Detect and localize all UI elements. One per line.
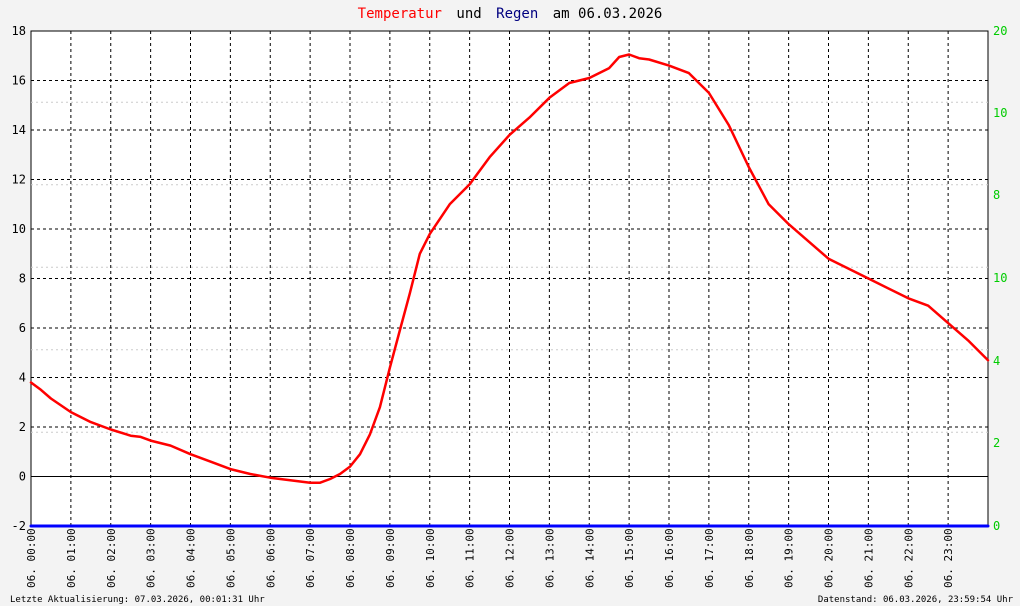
x-tick-label: 06. 21:00: [862, 528, 875, 588]
x-tick-label: 06. 20:00: [823, 528, 836, 588]
chart-title: Temperatur und Regen am 06.03.2026: [358, 6, 663, 22]
y-left-tick-label: 8: [19, 272, 26, 286]
x-tick-label: 06. 00:00: [25, 528, 38, 588]
y-left-tick-label: 10: [12, 222, 26, 236]
title-date: am 06.03.2026: [553, 6, 663, 22]
x-tick-label: 06. 04:00: [185, 528, 198, 588]
x-axis: 06. 00:00 06. 01:00 06. 02:00 06. 03:00 06. …: [25, 528, 955, 588]
y-left-tick-label: 6: [19, 321, 26, 335]
temperature-series-line: [29, 53, 990, 484]
x-tick-label: 06. 16:00: [663, 528, 676, 588]
title-regen: Regen: [496, 6, 538, 22]
y-right-tick-label: 10: [993, 271, 1007, 285]
footer-last-update: Letzte Aktualisierung: 07.03.2026, 00:01…: [10, 595, 265, 605]
y-axis-left: 18 16 14 12 10 8 6 4 2 0 -2: [12, 24, 26, 533]
x-tick-label: 06. 15:00: [623, 528, 636, 588]
x-tick-label: 06. 22:00: [902, 528, 915, 588]
x-tick-label: 06. 07:00: [304, 528, 317, 588]
x-tick-label: 06. 17:00: [703, 528, 716, 588]
x-tick-label: 06. 13:00: [543, 528, 556, 588]
y-left-tick-label: 2: [19, 420, 26, 434]
y-right-tick-label: 2: [993, 436, 1000, 450]
y-left-tick-label: 4: [19, 371, 26, 385]
title-temperature: Temperatur: [358, 6, 442, 22]
x-tick-label: 06. 11:00: [464, 528, 477, 588]
y-left-tick-label: 18: [12, 24, 26, 38]
y-right-tick-label: 8: [993, 188, 1000, 202]
title-und: und: [456, 6, 481, 22]
y-left-tick-label: 0: [19, 470, 26, 484]
y-left-tick-label: 16: [12, 74, 26, 88]
y-left-tick-label: -2: [12, 519, 26, 533]
x-tick-label: 06. 09:00: [384, 528, 397, 588]
x-tick-label: 06. 02:00: [105, 528, 118, 588]
x-tick-label: 06. 01:00: [65, 528, 78, 588]
grid: [31, 31, 988, 526]
x-tick-label: 06. 23:00: [942, 528, 955, 588]
series-layer: [29, 53, 990, 528]
y-right-tick-label: 10: [993, 106, 1007, 120]
x-tick-label: 06. 06:00: [264, 528, 277, 588]
y-left-tick-label: 12: [12, 173, 26, 187]
x-tick-label: 06. 12:00: [504, 528, 517, 588]
y-left-tick-label: 14: [12, 123, 26, 137]
x-tick-label: 06. 08:00: [344, 528, 357, 588]
x-tick-label: 06. 10:00: [424, 528, 437, 588]
y-right-tick-label: 0: [993, 519, 1000, 533]
x-tick-label: 06. 14:00: [583, 528, 596, 588]
footer-data-status: Datenstand: 06.03.2026, 23:59:54 Uhr: [818, 595, 1014, 605]
x-tick-label: 06. 03:00: [145, 528, 158, 588]
x-tick-label: 06. 19:00: [783, 528, 796, 588]
y-right-tick-label: 4: [993, 354, 1000, 368]
x-tick-label: 06. 18:00: [743, 528, 756, 588]
x-tick-label: 06. 05:00: [224, 528, 237, 588]
y-right-tick-label: 20: [993, 24, 1007, 38]
